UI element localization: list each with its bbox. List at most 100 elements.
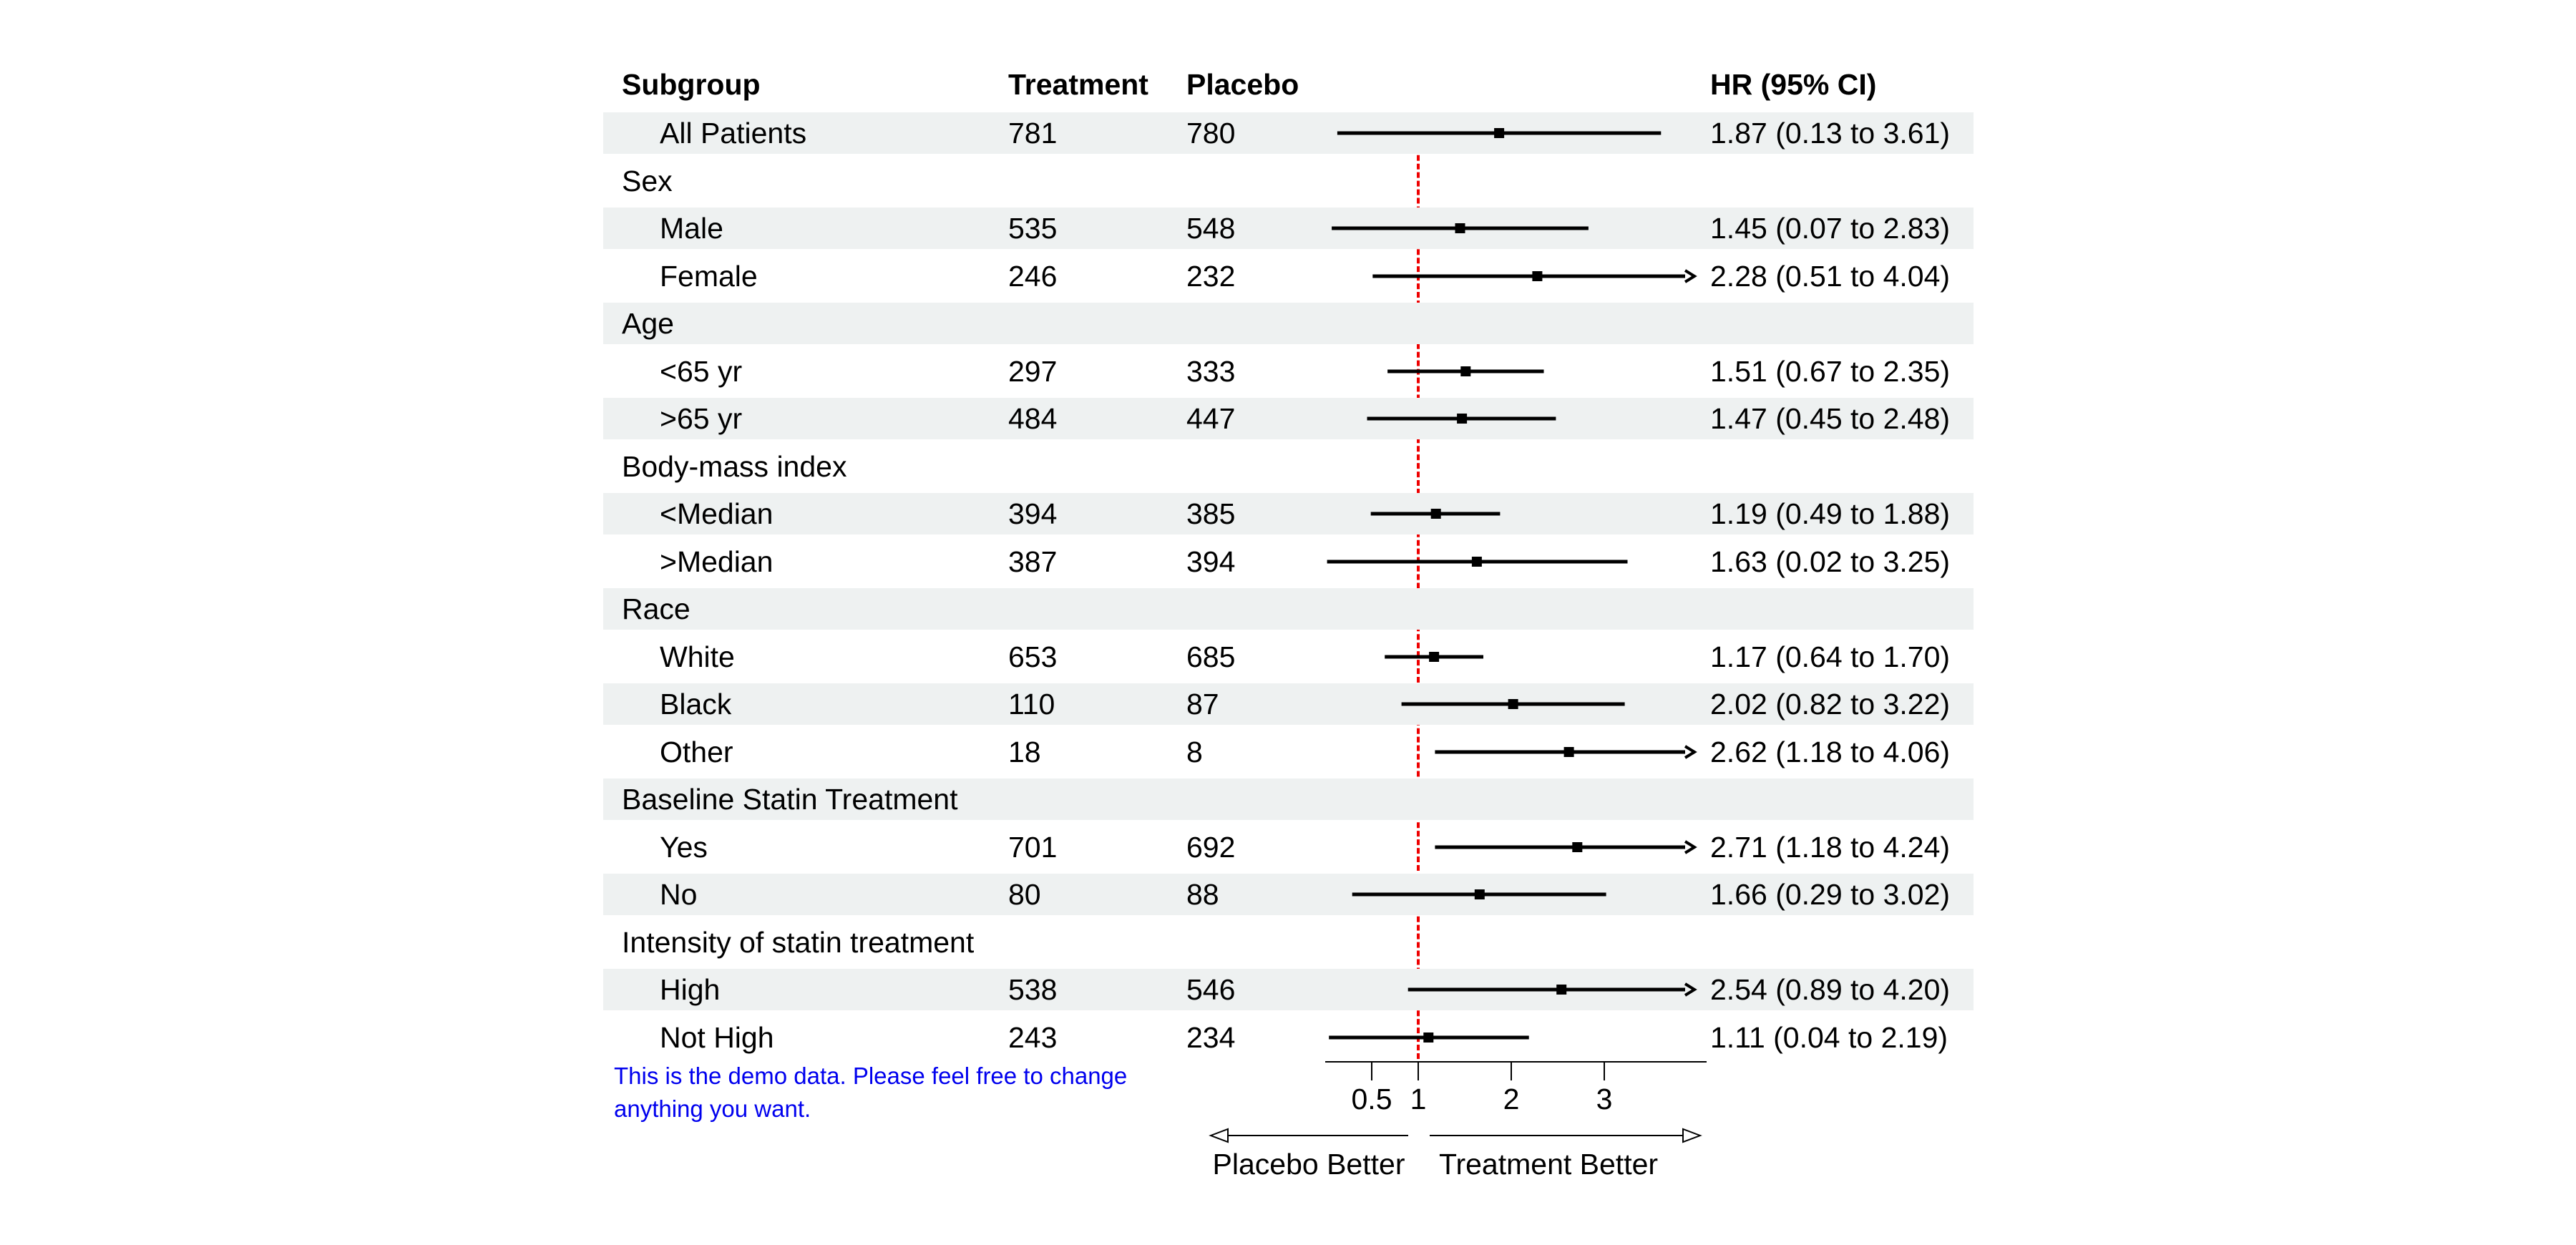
row-label: Black (660, 688, 732, 721)
subgroup-row: All Patients 781 780 1.87 (0.13 to 3.61) (603, 112, 1974, 154)
treatment-count: 653 (1008, 640, 1058, 673)
hr-ci-text: 1.11 (0.04 to 2.19) (1710, 1021, 1948, 1054)
hr-ci-text: 1.19 (0.49 to 1.88) (1710, 497, 1951, 530)
subgroup-row: Female 246 232 2.28 (0.51 to 4.04) (603, 255, 1974, 297)
ci-clipped-arrowhead-icon (1684, 269, 1697, 283)
group-header-row: Race (603, 588, 1974, 630)
treatment-count: 394 (1008, 497, 1058, 530)
subgroup-row: Black 110 87 2.02 (0.82 to 3.22) (603, 683, 1974, 725)
row-label: Male (660, 212, 723, 245)
group-header-row: Intensity of statin treatment (603, 922, 1974, 963)
ci-interval-plot (1407, 982, 1697, 997)
x-axis-tick-label: 1 (1410, 1083, 1427, 1115)
header-placebo: Placebo (1186, 68, 1299, 101)
ci-interval-plot (1329, 1032, 1529, 1043)
group-header-row: Body-mass index (603, 446, 1974, 487)
treatment-count: 297 (1008, 355, 1058, 388)
ci-interval-plot (1435, 745, 1697, 759)
row-label: White (660, 640, 735, 673)
placebo-count: 780 (1186, 117, 1236, 150)
header-subgroup: Subgroup (622, 68, 761, 101)
treatment-count: 246 (1008, 260, 1058, 293)
subgroup-row: No 80 88 1.66 (0.29 to 3.02) (603, 874, 1974, 915)
x-axis-tick-label: 2 (1503, 1083, 1520, 1115)
subgroup-row: >Median 387 394 1.63 (0.02 to 3.25) (603, 541, 1974, 582)
row-label: Race (622, 592, 691, 625)
x-axis-tick-label: 0.5 (1351, 1083, 1392, 1115)
group-header-row: Sex (603, 160, 1974, 202)
ci-interval-plot (1370, 509, 1501, 519)
placebo-count: 447 (1186, 402, 1236, 435)
row-label: Sex (622, 165, 673, 197)
hr-ci-text: 2.71 (1.18 to 4.24) (1710, 831, 1951, 864)
placebo-count: 87 (1186, 688, 1219, 721)
demo-note-line1: This is the demo data. Please feel free … (614, 1063, 1128, 1089)
group-header-row: Age (603, 303, 1974, 344)
row-label: >Median (660, 545, 774, 578)
hr-ci-text: 1.47 (0.45 to 2.48) (1710, 402, 1951, 435)
placebo-count: 546 (1186, 973, 1236, 1006)
treatment-count: 781 (1008, 117, 1058, 150)
ci-interval-plot (1337, 128, 1662, 138)
row-label: Not High (660, 1021, 774, 1054)
direction-arrows (1209, 1128, 1702, 1143)
placebo-count: 8 (1186, 736, 1203, 768)
ci-interval-plot (1332, 223, 1589, 233)
left-arrowhead-icon (1209, 1128, 1229, 1143)
ci-interval-plot (1372, 269, 1697, 283)
subgroup-row: White 653 685 1.17 (0.64 to 1.70) (603, 636, 1974, 678)
row-label: No (660, 878, 698, 911)
ci-interval-plot (1401, 699, 1625, 709)
reference-line-hr1 (1417, 112, 1420, 1059)
hr-ci-text: 2.54 (0.89 to 4.20) (1710, 973, 1951, 1006)
placebo-count: 692 (1186, 831, 1236, 864)
treatment-count: 243 (1008, 1021, 1058, 1054)
header-treatment: Treatment (1008, 68, 1148, 101)
subgroup-row: Other 18 8 2.62 (1.18 to 4.06) (603, 731, 1974, 773)
treatment-count: 701 (1008, 831, 1058, 864)
right-arrowhead-icon (1682, 1128, 1702, 1143)
subgroup-row: High 538 546 2.54 (0.89 to 4.20) (603, 969, 1974, 1010)
placebo-count: 394 (1186, 545, 1236, 578)
hr-ci-text: 1.66 (0.29 to 3.02) (1710, 878, 1951, 911)
row-label: Yes (660, 831, 708, 864)
ci-interval-plot (1327, 557, 1628, 567)
row-label: <Median (660, 497, 774, 530)
ci-interval-plot (1367, 414, 1556, 424)
ci-interval-plot (1387, 366, 1544, 376)
ci-clipped-arrowhead-icon (1684, 982, 1697, 997)
treatment-count: 484 (1008, 402, 1058, 435)
placebo-better-label: Placebo Better (1212, 1148, 1405, 1181)
placebo-count: 385 (1186, 497, 1236, 530)
placebo-count: 333 (1186, 355, 1236, 388)
row-label: >65 yr (660, 402, 743, 435)
subgroup-row: Male 535 548 1.45 (0.07 to 2.83) (603, 208, 1974, 249)
row-label: Intensity of statin treatment (622, 926, 975, 959)
subgroup-row: Not High 243 234 1.11 (0.04 to 2.19) (603, 1017, 1974, 1058)
ci-interval-plot (1435, 840, 1697, 854)
row-label: Baseline Statin Treatment (622, 783, 958, 816)
hr-ci-text: 1.87 (0.13 to 3.61) (1710, 117, 1951, 150)
row-label: Age (622, 307, 674, 340)
row-label: High (660, 973, 721, 1006)
row-label: Other (660, 736, 733, 768)
hr-ci-text: 2.28 (0.51 to 4.04) (1710, 260, 1951, 293)
ci-clipped-arrowhead-icon (1684, 840, 1697, 854)
placebo-count: 232 (1186, 260, 1236, 293)
row-label: Body-mass index (622, 450, 847, 483)
ci-interval-plot (1385, 652, 1483, 662)
placebo-count: 685 (1186, 640, 1236, 673)
treatment-count: 110 (1008, 688, 1055, 721)
group-header-row: Baseline Statin Treatment (603, 778, 1974, 820)
row-label: Female (660, 260, 758, 293)
row-label: <65 yr (660, 355, 743, 388)
x-axis-tick-label: 3 (1596, 1083, 1613, 1115)
treatment-count: 538 (1008, 973, 1058, 1006)
table-header-row: Subgroup Treatment Placebo HR (95% CI) (603, 64, 1974, 105)
ci-interval-plot (1352, 889, 1606, 899)
hr-ci-text: 2.62 (1.18 to 4.06) (1710, 736, 1951, 768)
placebo-count: 548 (1186, 212, 1236, 245)
treatment-count: 535 (1008, 212, 1058, 245)
placebo-count: 234 (1186, 1021, 1236, 1054)
